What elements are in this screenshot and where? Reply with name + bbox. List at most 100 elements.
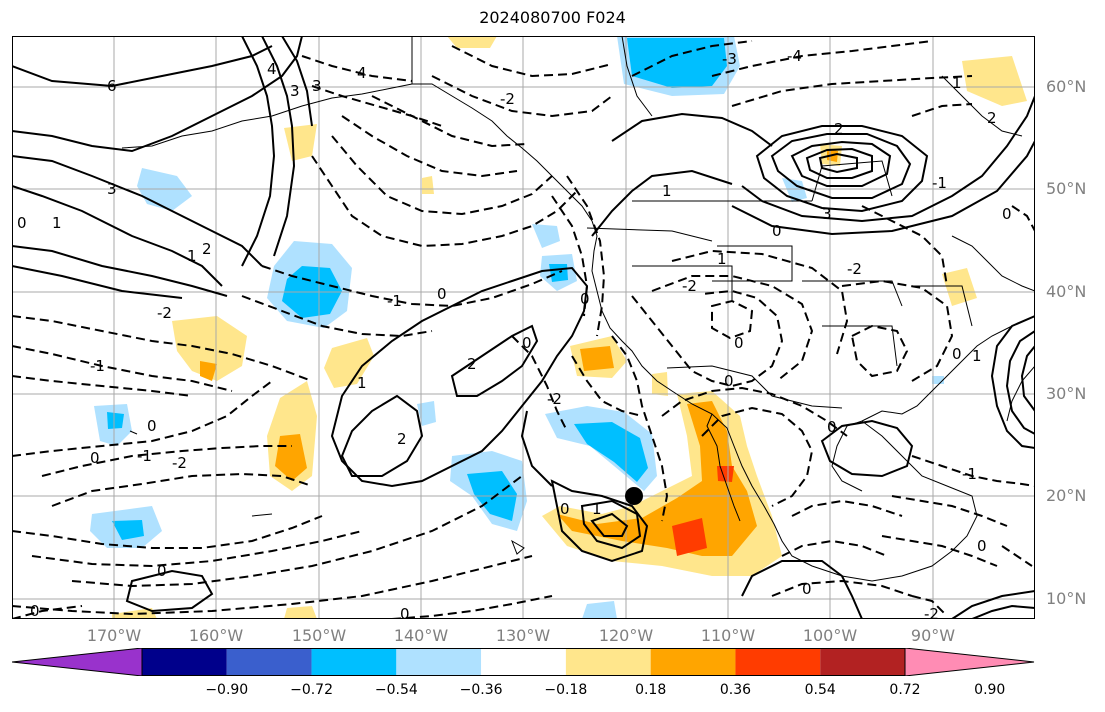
contour-label: 1 — [717, 250, 727, 268]
lon-label: 150°W — [291, 626, 347, 645]
colorbar-segment — [565, 648, 651, 676]
positive-anomaly-patch — [284, 606, 317, 619]
contour-label: -2 — [682, 277, 697, 295]
positive-anomaly-patch — [942, 268, 977, 306]
contour-label: -2 — [924, 605, 939, 619]
contour-label: 1 — [592, 500, 602, 518]
colorbar-tick-label: −0.18 — [544, 682, 588, 698]
colorbar-segment — [226, 648, 312, 676]
negative-anomaly-patch — [417, 401, 436, 426]
contour-label: 0 — [400, 605, 410, 619]
colorbar-tick-label: 0.72 — [889, 682, 921, 698]
forecast-map[interactable]: 6 4 4 3 3 3 1 2 1 0 -2 -1 0 0 -1 -2 0 0 … — [12, 36, 1035, 619]
colorbar-tick-label: −0.54 — [374, 682, 418, 698]
lon-label: 170°W — [86, 626, 142, 645]
contour-label: 1 — [972, 347, 982, 365]
map-panel[interactable]: 6 4 4 3 3 3 1 2 1 0 -2 -1 0 0 -1 -2 0 0 … — [12, 36, 1035, 619]
contour-label: 0 — [437, 285, 447, 303]
colorbar-segment — [311, 648, 397, 676]
positive-anomaly-patch — [447, 36, 497, 48]
contour-label: 1 — [357, 374, 367, 392]
contour-label: -1 — [90, 357, 105, 375]
contour-label: 0 — [952, 345, 962, 363]
contour-labels: 6 4 4 3 3 3 1 2 1 0 -2 -1 0 0 -1 -2 0 0 … — [17, 47, 1012, 619]
colorbar-tick-label: 0.54 — [804, 682, 836, 698]
lat-label: 40°N — [1046, 282, 1087, 301]
contour-label: 0 — [977, 537, 987, 555]
positive-anomaly-patch — [580, 346, 614, 371]
contour-label: 2 — [987, 109, 997, 127]
storm-center-marker[interactable] — [625, 487, 643, 505]
contour-label: 0 — [157, 562, 167, 580]
contour-label: -1 — [137, 447, 152, 465]
colorbar-segment — [735, 648, 821, 676]
colorbar-frame — [141, 648, 906, 676]
positive-anomaly-patch — [422, 176, 434, 194]
contour-label: 0 — [30, 602, 40, 619]
positive-anomaly-patch — [324, 338, 374, 388]
colorbar-segment — [820, 648, 905, 676]
dashed-contours — [12, 40, 1035, 619]
colorbar-tick-label: 0.36 — [719, 682, 752, 698]
lat-label: 10°N — [1046, 589, 1087, 608]
contour-label: 0 — [734, 334, 744, 352]
contour-label: 0 — [90, 449, 100, 467]
contour-label: -4 — [787, 47, 802, 65]
positive-anomaly-patch — [652, 372, 668, 396]
lon-label: 130°W — [495, 626, 551, 645]
positive-anomaly-patch — [717, 466, 734, 482]
solid-contours — [12, 36, 1035, 619]
lon-label: 160°W — [188, 626, 244, 645]
lat-label: 60°N — [1046, 77, 1087, 96]
contour-label: -3 — [722, 50, 737, 68]
negative-anomaly-patch — [574, 422, 648, 482]
positive-anomaly-patch — [672, 518, 707, 556]
contour-label: 1 — [52, 214, 62, 232]
colorbar-tick-label: −0.36 — [459, 682, 503, 698]
colorbar-extend-low — [12, 648, 143, 676]
shaded-anomalies — [90, 36, 1027, 619]
lon-label: 140°W — [393, 626, 449, 645]
negative-anomaly-patch — [549, 264, 568, 282]
lat-label: 50°N — [1046, 179, 1087, 198]
contour-label: 1 — [187, 247, 197, 265]
colorbar-segment — [142, 648, 227, 676]
lat-lon-grid — [12, 36, 1035, 619]
colorbar-segments — [12, 648, 1035, 676]
lat-label: 20°N — [1046, 486, 1087, 505]
contour-label: 0 — [827, 418, 837, 436]
contour-label: 6 — [107, 77, 117, 95]
contour-label: 0 — [522, 334, 532, 352]
lon-label: 100°W — [802, 626, 858, 645]
contour-label: 3 — [107, 180, 117, 198]
negative-anomaly-patch — [932, 376, 944, 384]
contour-label: 0 — [580, 290, 590, 308]
contour-label: 3 — [312, 77, 322, 95]
contour-label: 0 — [772, 222, 782, 240]
negative-anomaly-patch — [532, 224, 560, 248]
contour-label: 0 — [560, 500, 570, 518]
contour-label: -2 — [547, 390, 562, 408]
lon-label: 90°W — [910, 626, 956, 645]
negative-anomaly-patch — [582, 601, 617, 619]
contour-label: 3 — [822, 205, 832, 223]
colorbar-segment — [396, 648, 482, 676]
contour-label: 2 — [397, 430, 407, 448]
lon-label: 120°W — [598, 626, 654, 645]
negative-anomaly-patch — [782, 178, 807, 202]
contour-label: 0 — [1002, 205, 1012, 223]
contour-label: 1 — [662, 182, 672, 200]
contour-label: 2 — [834, 120, 844, 138]
negative-anomaly-patch — [627, 38, 727, 88]
contour-label: 2 — [202, 240, 212, 258]
negative-anomaly-patch — [107, 412, 124, 429]
lon-label: 110°W — [700, 626, 756, 645]
contour-label: 3 — [290, 82, 300, 100]
colorbar-extend-high — [904, 648, 1035, 676]
colorbar — [12, 648, 1035, 676]
positive-anomaly-patch — [112, 608, 157, 619]
contour-label: 1 — [952, 74, 962, 92]
colorbar-tick-label: 0.90 — [974, 682, 1006, 698]
contour-label: 2 — [467, 355, 477, 373]
contour-label: -1 — [932, 174, 947, 192]
